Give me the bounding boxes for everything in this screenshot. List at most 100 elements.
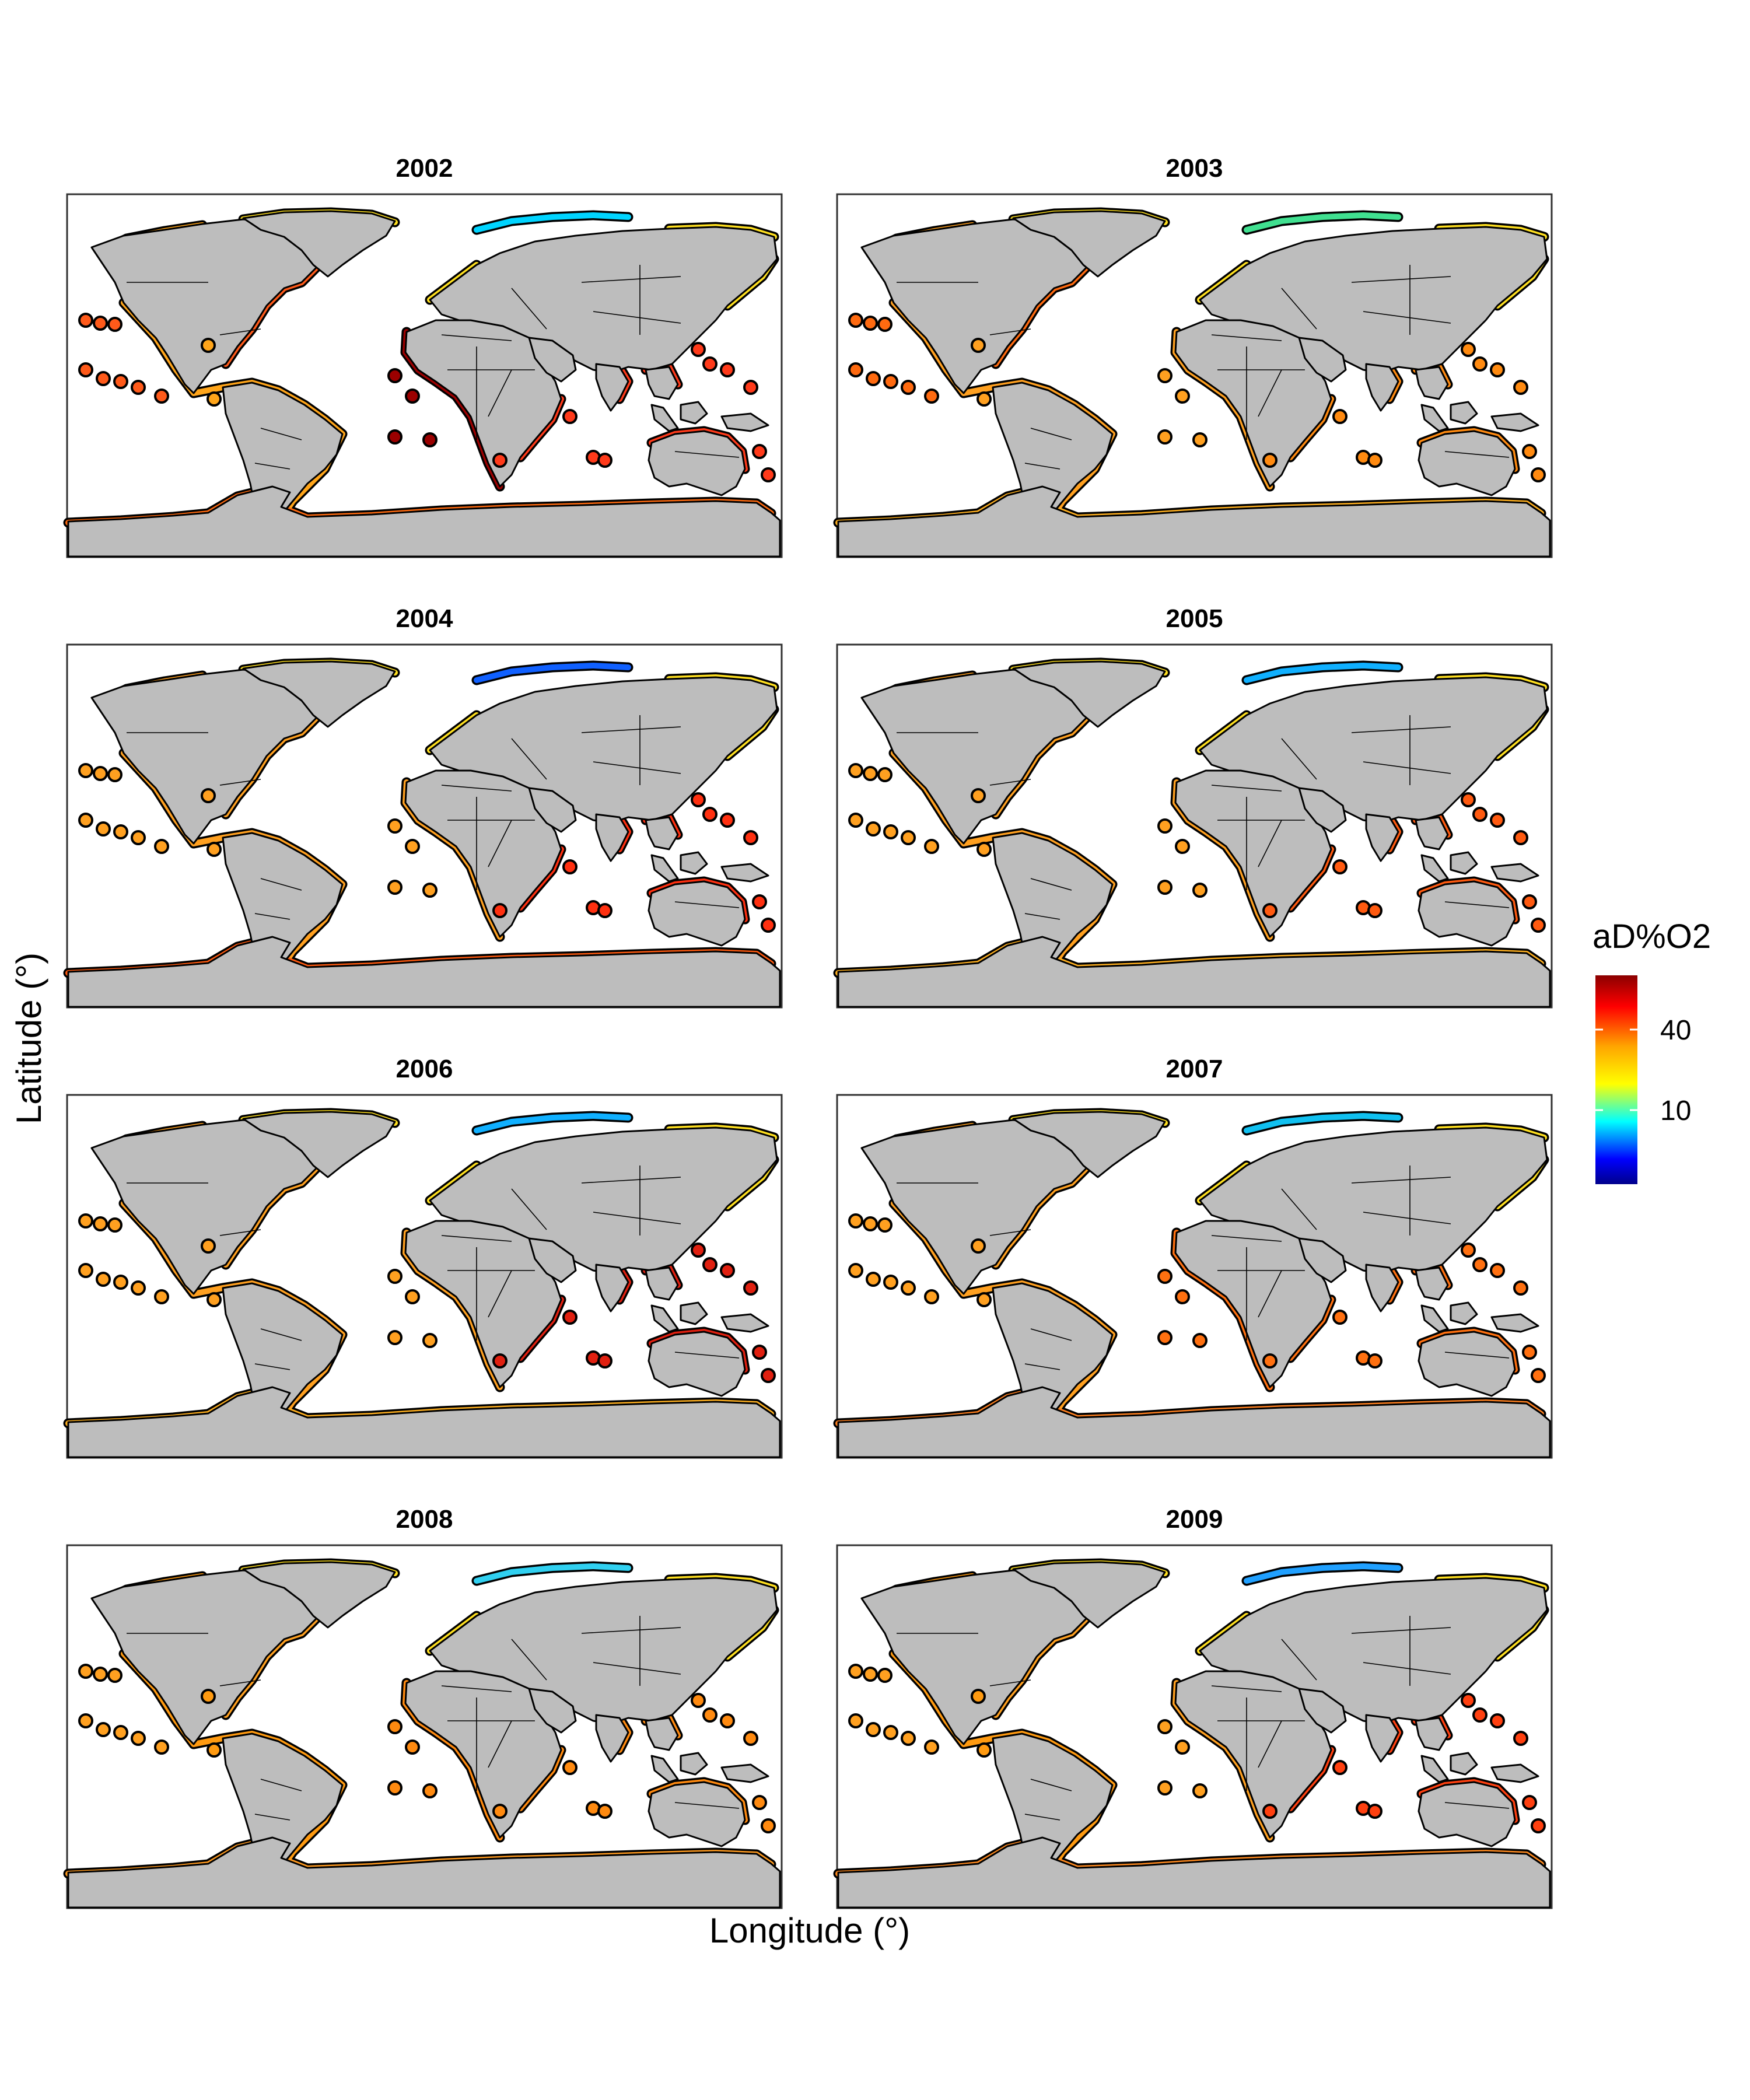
island-marker: [866, 1722, 881, 1737]
island-marker: [1367, 903, 1382, 918]
island-marker: [761, 1818, 776, 1833]
island-marker: [702, 356, 718, 372]
island-marker: [387, 429, 402, 444]
island-marker: [971, 1238, 986, 1254]
island-marker: [977, 391, 992, 407]
island-marker: [691, 342, 706, 357]
panel-title: 2005: [1166, 604, 1223, 633]
island-marker: [1157, 368, 1172, 383]
island-marker: [206, 842, 222, 857]
island-marker: [405, 1289, 420, 1304]
island-marker: [1490, 1263, 1505, 1278]
panel-title: 2009: [1166, 1505, 1223, 1534]
map-panel-2005: 2005: [833, 604, 1553, 1009]
island-marker: [971, 1689, 986, 1704]
island-marker: [1332, 409, 1348, 424]
island-marker: [131, 380, 146, 395]
island-marker: [1157, 880, 1172, 895]
island-marker: [866, 371, 881, 386]
island-marker: [743, 1731, 758, 1746]
island-marker: [1531, 467, 1546, 482]
island-marker: [154, 839, 169, 854]
island-marker: [1367, 453, 1382, 468]
island-marker: [93, 766, 108, 781]
island-marker: [863, 1667, 878, 1682]
island-marker: [1490, 813, 1505, 828]
island-marker: [405, 1740, 420, 1755]
island-marker: [1192, 883, 1208, 898]
island-marker: [78, 1213, 93, 1228]
panel-title: 2007: [1166, 1055, 1223, 1083]
island-marker: [720, 1713, 735, 1728]
island-marker: [1490, 362, 1505, 377]
island-marker: [492, 453, 508, 468]
coastal-band-arctic: [474, 663, 631, 683]
island-marker: [1262, 453, 1278, 468]
island-marker: [1461, 1693, 1476, 1708]
island-marker: [1472, 1707, 1488, 1723]
island-marker: [96, 371, 111, 386]
island-marker: [1262, 1804, 1278, 1819]
island-marker: [113, 1275, 128, 1290]
x-axis-title: Longitude (°): [709, 1911, 910, 1950]
island-marker: [113, 1725, 128, 1740]
island-marker: [131, 1280, 146, 1296]
island-marker: [702, 1707, 718, 1723]
island-marker: [1175, 1289, 1190, 1304]
coastal-band-arctic: [1244, 663, 1401, 683]
island-marker: [1513, 1731, 1528, 1746]
island-marker: [1522, 1345, 1537, 1360]
island-marker: [562, 859, 578, 874]
island-marker: [863, 766, 878, 781]
island-marker: [1522, 894, 1537, 909]
island-marker: [387, 1330, 402, 1345]
island-marker: [1367, 1804, 1382, 1819]
island-marker: [492, 1804, 508, 1819]
island-marker: [1522, 1795, 1537, 1810]
coastal-band-arctic: [1244, 1113, 1401, 1133]
map-panel-2009: 2009: [833, 1505, 1553, 1909]
map-panel-2006: 2006: [63, 1055, 783, 1459]
island-marker: [154, 1289, 169, 1304]
island-marker: [720, 1263, 735, 1278]
island-marker: [1490, 1713, 1505, 1728]
island-marker: [743, 830, 758, 845]
island-marker: [971, 788, 986, 803]
island-marker: [492, 903, 508, 918]
island-marker: [752, 894, 767, 909]
island-marker: [1192, 1783, 1208, 1798]
coastal-band-arctic: [474, 1113, 631, 1133]
island-marker: [1531, 1368, 1546, 1383]
island-marker: [977, 1742, 992, 1758]
island-marker: [387, 1719, 402, 1734]
island-marker: [78, 763, 93, 778]
island-marker: [387, 1269, 402, 1284]
island-marker: [924, 839, 939, 854]
island-marker: [752, 444, 767, 459]
island-marker: [107, 767, 123, 782]
island-marker: [113, 824, 128, 839]
island-marker: [1531, 1818, 1546, 1833]
island-marker: [597, 453, 612, 468]
island-marker: [422, 432, 438, 447]
island-marker: [1522, 444, 1537, 459]
map-panel-2007: 2007: [833, 1055, 1553, 1459]
island-marker: [877, 767, 892, 782]
panel-grid: 2002 2003 2004 2005 2006 2007 2008 2009: [63, 154, 1553, 1909]
island-marker: [977, 1292, 992, 1307]
y-axis-title: Latitude (°): [9, 953, 48, 1124]
island-marker: [901, 380, 916, 395]
map-panel-2002: 2002: [63, 154, 783, 558]
island-marker: [924, 388, 939, 404]
panel-title: 2003: [1166, 154, 1223, 183]
island-marker: [720, 813, 735, 828]
island-marker: [107, 317, 123, 332]
island-marker: [1513, 1280, 1528, 1296]
island-marker: [883, 1725, 898, 1740]
island-marker: [154, 1740, 169, 1755]
island-marker: [752, 1795, 767, 1810]
coastal-band-arctic: [1244, 212, 1401, 233]
island-marker: [1332, 1760, 1348, 1775]
island-marker: [131, 830, 146, 845]
island-marker: [877, 317, 892, 332]
